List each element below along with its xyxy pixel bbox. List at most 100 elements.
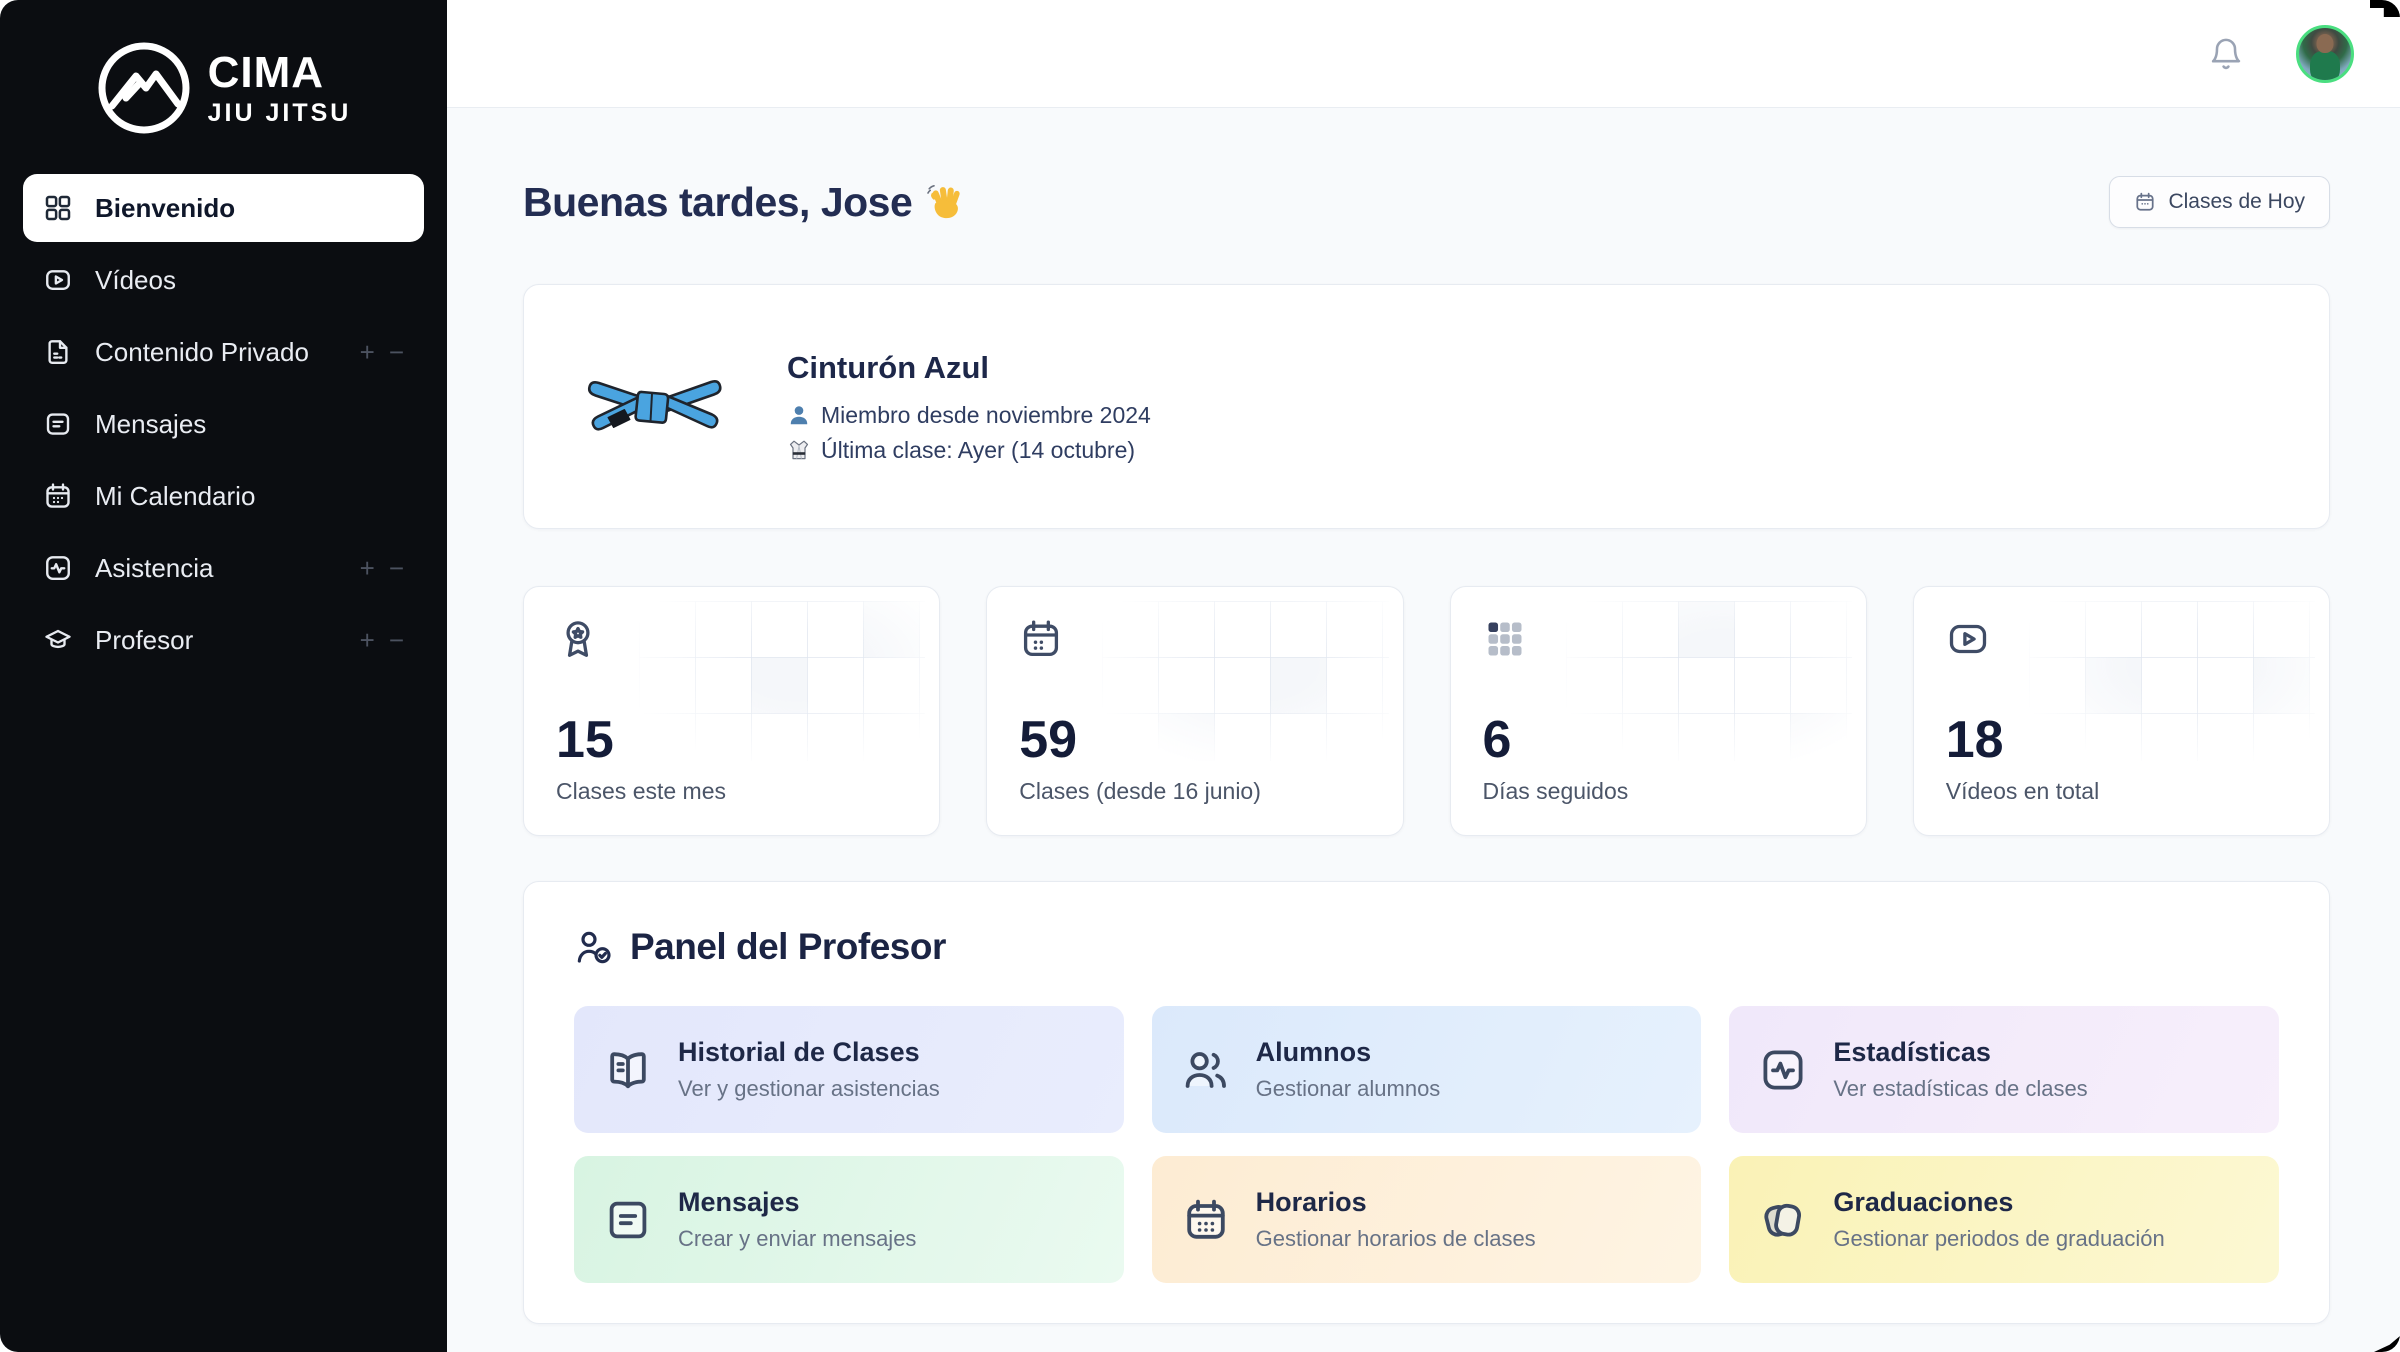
expand-plus-button[interactable]: + (359, 552, 375, 583)
tile-estadisticas[interactable]: Estadísticas Ver estadísticas de clases (1729, 1006, 2279, 1133)
tile-graduaciones[interactable]: Graduaciones Gestionar periodos de gradu… (1729, 1156, 2279, 1283)
sidebar-item-bienvenido[interactable]: Bienvenido (23, 174, 424, 242)
stats-row: 15 Clases este mes 59 Clases (desde 16 j… (523, 586, 2330, 836)
sidebar-item-label: Mensajes (95, 408, 207, 439)
tile-subtitle: Ver estadísticas de clases (1833, 1076, 2088, 1102)
belt-title: Cinturón Azul (787, 349, 990, 385)
stat-value: 18 (1945, 711, 2004, 769)
page-content: Buenas tardes, Jose (447, 108, 2400, 1352)
panel-title: Panel del Profesor (630, 926, 946, 967)
tile-subtitle: Ver y gestionar asistencias (678, 1076, 940, 1102)
main-area: Buenas tardes, Jose (447, 0, 2400, 1352)
mountain-logo-icon (98, 42, 190, 134)
clases-de-hoy-button[interactable]: Clases de Hoy (2109, 176, 2330, 228)
grid-watermark (1565, 601, 1852, 769)
tile-horarios[interactable]: Horarios Gestionar horarios de clases (1151, 1156, 1702, 1283)
sidebar-item-mensajes[interactable]: Mensajes (23, 390, 424, 458)
calendar-icon (46, 483, 70, 508)
brand-logo: CIMA JIU JITSU (96, 40, 352, 136)
stat-label: Vídeos en total (1945, 778, 2100, 804)
video-icon (1949, 624, 1986, 654)
stat-card-clases-desde-junio: 59 Clases (desde 16 junio) (986, 586, 1404, 836)
grid-watermark (639, 601, 926, 761)
brand-subtitle: JIU JITSU (207, 98, 352, 127)
tile-title: Horarios (1255, 1186, 1367, 1217)
stat-value: 15 (556, 711, 614, 769)
sidebar-item-label: Contenido Privado (95, 336, 309, 367)
sidebar-item-label: Profesor (95, 624, 194, 655)
note-lines-icon (609, 1201, 647, 1238)
calendar-icon (1024, 620, 1059, 657)
collapse-minus-button[interactable]: − (388, 624, 404, 655)
last-class-line: Última clase: Ayer (14 octubre) (787, 437, 1151, 464)
calendar-icon (1186, 1199, 1225, 1239)
message-icon (46, 413, 70, 435)
sidebar-item-label: Mi Calendario (95, 480, 256, 511)
expand-plus-button[interactable]: + (359, 336, 375, 367)
tile-historial-de-clases[interactable]: Historial de Clases Ver y gestionar asis… (574, 1006, 1124, 1133)
member-since-text: Miembro desde noviembre 2024 (821, 401, 1151, 428)
collapse-minus-button[interactable]: − (388, 336, 404, 367)
stat-label: Clases (desde 16 junio) (1019, 778, 1261, 804)
tile-subtitle: Gestionar horarios de clases (1255, 1226, 1536, 1252)
teacher-panel-card: Panel del Profesor Historial de Clases V… (523, 881, 2330, 1324)
blue-belt-illustration (587, 379, 722, 431)
sidebar-item-label: Asistencia (95, 552, 214, 583)
stat-card-dias-seguidos: 6 Días seguidos (1449, 586, 1867, 836)
sidebar-item-profesor[interactable]: Profesor + − (23, 606, 424, 674)
tile-title: Alumnos (1255, 1036, 1372, 1067)
user-avatar[interactable] (2296, 24, 2354, 83)
martial-arts-gi-emoji (789, 440, 809, 460)
activity-icon (46, 556, 70, 580)
dashboard-grid-icon (45, 195, 71, 221)
graduation-cap-icon (45, 629, 71, 649)
stat-card-clases-este-mes: 15 Clases este mes (523, 586, 941, 836)
bell-icon[interactable] (2208, 36, 2244, 72)
member-since-line: Miembro desde noviembre 2024 (787, 402, 1151, 429)
video-icon (46, 270, 70, 290)
tile-title: Estadísticas (1833, 1036, 1991, 1067)
tile-subtitle: Crear y enviar mensajes (678, 1226, 917, 1252)
sidebar-item-asistencia[interactable]: Asistencia + − (23, 534, 424, 602)
streak-grid-icon (1488, 622, 1521, 656)
last-class-text: Última clase: Ayer (14 octubre) (821, 436, 1136, 463)
person-silhouette-emoji (790, 406, 808, 425)
collapse-minus-button[interactable]: − (388, 552, 404, 583)
tile-mensajes[interactable]: Mensajes Crear y enviar mensajes (574, 1156, 1124, 1283)
grid-watermark (1102, 601, 1389, 769)
sidebar-item-mi-calendario[interactable]: Mi Calendario (23, 462, 424, 530)
award-icon (566, 621, 590, 657)
activity-square-icon (1763, 1050, 1803, 1090)
sidebar-item-contenido-privado[interactable]: Contenido Privado + − (23, 318, 424, 386)
tile-subtitle: Gestionar periodos de graduación (1833, 1226, 2165, 1252)
belts-stack-icon (1764, 1203, 1802, 1237)
tile-alumnos[interactable]: Alumnos Gestionar alumnos (1151, 1006, 1702, 1133)
sidebar-item-label: Vídeos (95, 264, 176, 295)
expand-plus-button[interactable]: + (359, 624, 375, 655)
tile-title: Historial de Clases (678, 1036, 920, 1067)
file-text-icon (48, 340, 68, 364)
sidebar-item-videos[interactable]: Vídeos (23, 246, 424, 314)
wave-emoji (927, 185, 960, 219)
stat-value: 59 (1019, 711, 1078, 769)
topbar (447, 0, 2400, 108)
stat-label: Clases este mes (556, 778, 727, 804)
belt-card: Cinturón Azul Miembro desde noviembre 20… (523, 284, 2330, 529)
stat-label: Días seguidos (1482, 778, 1629, 804)
stat-value: 6 (1482, 711, 1512, 769)
stat-card-videos-total: 18 Vídeos en total (1912, 586, 2330, 836)
tile-title: Mensajes (678, 1186, 800, 1217)
calendar-icon (2136, 192, 2155, 211)
sidebar-item-label: Bienvenido (95, 192, 236, 223)
clases-de-hoy-label: Clases de Hoy (2168, 190, 2305, 213)
tile-subtitle: Gestionar alumnos (1255, 1076, 1441, 1102)
sidebar: CIMA JIU JITSU Bienvenido Vídeos (0, 0, 447, 1352)
page-greeting: Buenas tardes, Jose (523, 178, 913, 225)
sidebar-nav: Bienvenido Vídeos Contenido Privado + (0, 174, 447, 678)
brand-title: CIMA (207, 47, 325, 97)
book-open-icon (610, 1051, 646, 1088)
teacher-panel-tiles: Historial de Clases Ver y gestionar asis… (574, 1006, 2279, 1283)
grid-watermark (2028, 601, 2315, 761)
users-icon (1185, 1051, 1226, 1088)
